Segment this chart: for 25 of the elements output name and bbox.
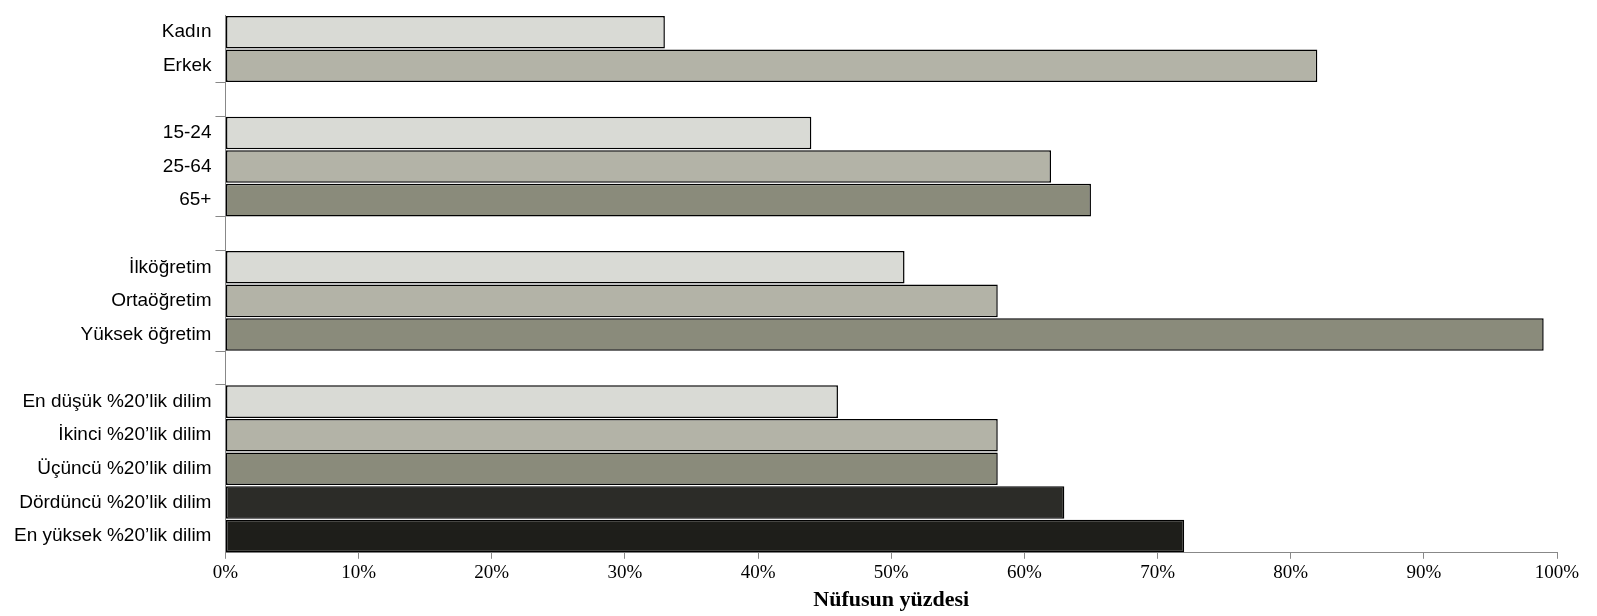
y-tick-label: İlköğretim	[129, 255, 212, 277]
y-tick-label: Yüksek öğretim	[80, 322, 212, 344]
y-tick-label: 15-24	[162, 121, 212, 143]
y-tick-label: En yüksek %20’lik dilim	[13, 524, 212, 546]
x-tick-label: 60%	[1006, 561, 1042, 583]
y-tick-label: 65+	[179, 188, 212, 210]
y-tick-label: Dördüncü %20’lik dilim	[19, 490, 212, 512]
y-tick-label: Üçüncü %20’lik dilim	[37, 457, 212, 479]
x-tick-label: 20%	[474, 561, 510, 583]
y-tick-label: Kadın	[161, 20, 212, 42]
y-tick-label: Ortaöğretim	[111, 289, 212, 311]
x-tick-label: 70%	[1140, 561, 1176, 583]
x-tick-label: 40%	[740, 561, 776, 583]
y-tick-label: En düşük %20’lik dilim	[22, 389, 212, 411]
x-tick-label: 100%	[1534, 561, 1580, 583]
x-tick-label: 0%	[212, 561, 239, 583]
x-tick-label: 80%	[1273, 561, 1309, 583]
x-tick-label: 90%	[1406, 561, 1442, 583]
x-tick-label: 30%	[607, 561, 643, 583]
y-tick-label: 25-64	[162, 154, 212, 176]
x-tick-label: 10%	[341, 561, 377, 583]
y-tick-label: Erkek	[162, 54, 212, 76]
x-axis-title: Nüfusun yüzdesi	[813, 586, 970, 612]
x-tick-label: 50%	[873, 561, 909, 583]
y-tick-label: İkinci %20’lik dilim	[58, 423, 212, 445]
